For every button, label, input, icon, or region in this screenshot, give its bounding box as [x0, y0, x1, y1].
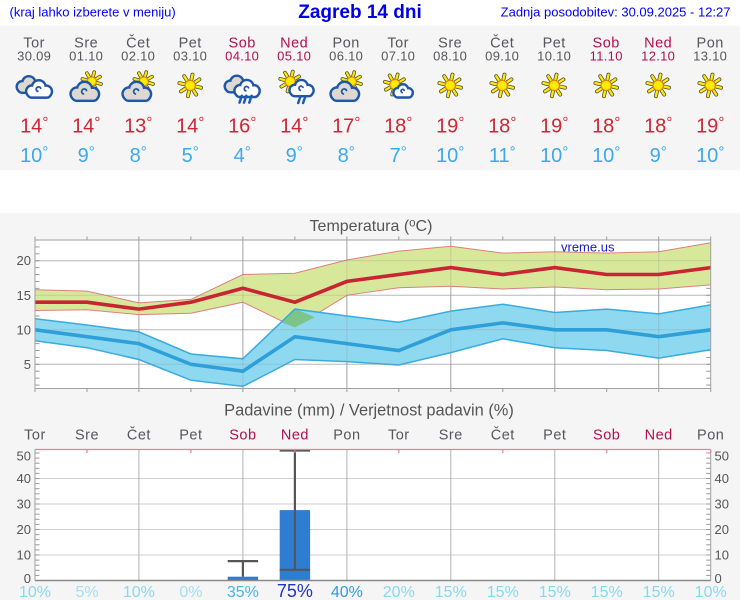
svg-text:16°: 16°	[228, 114, 256, 138]
svg-text:17°: 17°	[332, 114, 360, 138]
svg-text:Sre: Sre	[439, 428, 463, 444]
svg-text:Čet: Čet	[127, 427, 151, 444]
svg-text:75%: 75%	[277, 581, 313, 600]
svg-text:11°: 11°	[489, 144, 516, 168]
svg-text:Tor: Tor	[24, 428, 46, 444]
svg-text:15: 15	[17, 288, 31, 303]
svg-text:10°: 10°	[540, 144, 568, 168]
svg-text:35%: 35%	[227, 584, 259, 600]
svg-text:08.10: 08.10	[433, 49, 467, 64]
svg-text:Sre: Sre	[438, 36, 462, 52]
svg-text:06.10: 06.10	[329, 49, 363, 64]
svg-text:40: 40	[715, 471, 729, 486]
svg-text:30: 30	[17, 497, 31, 512]
svg-text:Zadnja posodobitev: 30.09.2025: Zadnja posodobitev: 30.09.2025 - 12:27	[501, 5, 731, 20]
svg-text:Ned: Ned	[281, 428, 309, 444]
svg-text:10: 10	[17, 322, 31, 337]
svg-text:20: 20	[17, 253, 31, 268]
svg-text:15%: 15%	[487, 584, 519, 600]
svg-text:03.10: 03.10	[173, 49, 207, 64]
svg-text:10%: 10%	[695, 584, 727, 600]
svg-text:13.10: 13.10	[693, 49, 727, 64]
svg-text:50: 50	[715, 449, 729, 464]
svg-text:Pet: Pet	[179, 428, 202, 444]
svg-text:Sob: Sob	[229, 428, 256, 444]
svg-text:0: 0	[715, 571, 722, 586]
svg-text:Pet: Pet	[543, 36, 566, 52]
svg-text:10°: 10°	[436, 144, 464, 168]
svg-text:02.10: 02.10	[121, 49, 155, 64]
svg-text:Sob: Sob	[593, 36, 620, 52]
svg-text:14°: 14°	[280, 114, 308, 138]
svg-text:50: 50	[17, 449, 31, 464]
svg-text:5: 5	[24, 357, 31, 372]
svg-text:19°: 19°	[696, 114, 724, 138]
svg-text:Sre: Sre	[74, 36, 98, 52]
svg-text:15%: 15%	[591, 584, 623, 600]
svg-text:Ned: Ned	[644, 36, 672, 52]
svg-text:Tor: Tor	[23, 36, 45, 52]
svg-text:18°: 18°	[644, 114, 672, 138]
svg-text:15%: 15%	[539, 584, 571, 600]
svg-text:Sre: Sre	[75, 428, 99, 444]
svg-text:01.10: 01.10	[69, 49, 103, 64]
svg-text:Ned: Ned	[645, 428, 673, 444]
svg-text:12.10: 12.10	[641, 49, 675, 64]
svg-text:11.10: 11.10	[590, 49, 623, 64]
svg-text:15%: 15%	[435, 584, 467, 600]
svg-text:40%: 40%	[331, 584, 363, 600]
svg-text:Tor: Tor	[388, 428, 410, 444]
svg-text:18°: 18°	[488, 114, 516, 138]
svg-text:07.10: 07.10	[381, 49, 415, 64]
svg-text:10: 10	[17, 548, 31, 563]
svg-text:14°: 14°	[176, 114, 204, 138]
svg-text:Sob: Sob	[593, 428, 620, 444]
svg-text:10°: 10°	[592, 144, 620, 168]
svg-text:20%: 20%	[383, 584, 415, 600]
svg-text:09.10: 09.10	[485, 49, 519, 64]
svg-text:18°: 18°	[384, 114, 412, 138]
svg-text:19°: 19°	[436, 114, 464, 138]
svg-text:30: 30	[715, 497, 729, 512]
svg-text:19°: 19°	[540, 114, 568, 138]
svg-text:10%: 10%	[19, 584, 51, 600]
svg-text:Pet: Pet	[179, 36, 202, 52]
svg-text:40: 40	[17, 471, 31, 486]
svg-text:Pon: Pon	[333, 428, 360, 444]
svg-text:Čet: Čet	[490, 35, 514, 52]
svg-text:10%: 10%	[123, 584, 155, 600]
svg-text:Zagreb 14 dni: Zagreb 14 dni	[298, 2, 422, 23]
svg-text:vreme.us: vreme.us	[561, 240, 615, 255]
svg-text:05.10: 05.10	[277, 49, 311, 64]
svg-text:Temperatura (oC): Temperatura (oC)	[310, 218, 433, 236]
svg-text:Padavine (mm) / Verjetnost pad: Padavine (mm) / Verjetnost padavin (%)	[224, 402, 514, 420]
svg-text:Čet: Čet	[126, 35, 150, 52]
svg-text:Čet: Čet	[491, 427, 515, 444]
svg-text:0: 0	[24, 571, 31, 586]
svg-text:Ned: Ned	[280, 36, 308, 52]
svg-text:Pon: Pon	[697, 36, 724, 52]
svg-text:Pon: Pon	[333, 36, 360, 52]
svg-text:14°: 14°	[20, 114, 48, 138]
svg-text:10: 10	[715, 548, 729, 563]
svg-text:04.10: 04.10	[225, 49, 259, 64]
svg-text:10°: 10°	[696, 144, 724, 168]
svg-text:10°: 10°	[20, 144, 48, 168]
svg-text:20: 20	[715, 522, 729, 537]
svg-text:Tor: Tor	[387, 36, 409, 52]
svg-text:Pet: Pet	[543, 428, 566, 444]
svg-text:10.10: 10.10	[537, 49, 571, 64]
svg-text:14°: 14°	[72, 114, 100, 138]
svg-text:(kraj lahko izberete v meniju): (kraj lahko izberete v meniju)	[10, 5, 176, 20]
svg-text:5%: 5%	[75, 584, 98, 600]
svg-text:15%: 15%	[643, 584, 675, 600]
svg-text:Pon: Pon	[697, 428, 724, 444]
svg-text:Sob: Sob	[229, 36, 256, 52]
svg-text:30.09: 30.09	[17, 49, 51, 64]
svg-text:13°: 13°	[124, 114, 152, 138]
svg-text:18°: 18°	[592, 114, 620, 138]
svg-text:0%: 0%	[179, 584, 202, 600]
svg-text:20: 20	[17, 522, 31, 537]
